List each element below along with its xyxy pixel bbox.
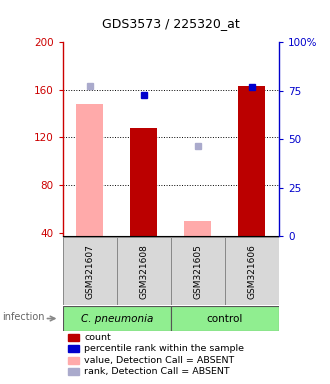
Text: GSM321607: GSM321607 <box>85 244 94 298</box>
Bar <box>225 237 279 305</box>
Text: GSM321608: GSM321608 <box>139 244 148 298</box>
Text: count: count <box>84 333 111 342</box>
Bar <box>76 104 103 236</box>
Text: C. pneumonia: C. pneumonia <box>81 313 153 324</box>
Bar <box>238 86 265 236</box>
Text: rank, Detection Call = ABSENT: rank, Detection Call = ABSENT <box>84 367 230 376</box>
Bar <box>63 237 117 305</box>
Bar <box>184 221 211 236</box>
Bar <box>117 237 171 305</box>
Text: value, Detection Call = ABSENT: value, Detection Call = ABSENT <box>84 356 234 365</box>
Text: percentile rank within the sample: percentile rank within the sample <box>84 344 244 353</box>
Text: infection: infection <box>2 311 44 322</box>
Text: GSM321605: GSM321605 <box>193 244 202 298</box>
Text: GSM321606: GSM321606 <box>247 244 256 298</box>
Text: GDS3573 / 225320_at: GDS3573 / 225320_at <box>102 17 240 30</box>
Bar <box>171 306 279 331</box>
Bar <box>63 306 171 331</box>
Bar <box>130 128 157 236</box>
Bar <box>171 237 225 305</box>
Text: control: control <box>207 313 243 324</box>
